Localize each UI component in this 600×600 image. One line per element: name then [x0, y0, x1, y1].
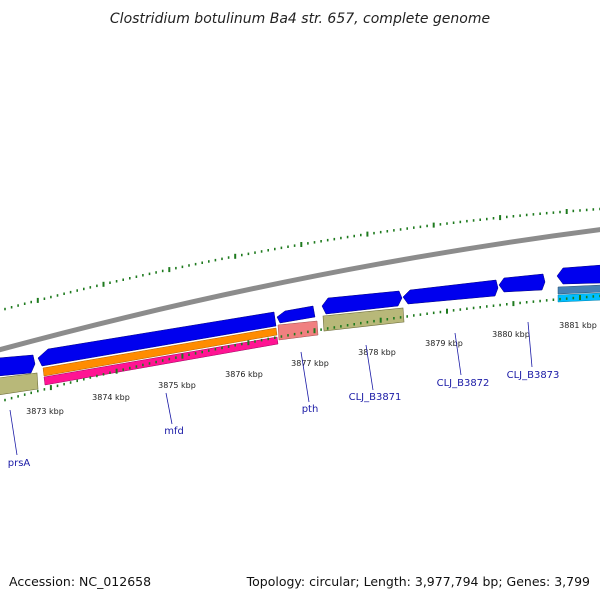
kbp-label: 3877 kbp: [291, 359, 329, 368]
cds-arrow: [37, 311, 277, 367]
leader-line: [9, 409, 18, 456]
salmon-feature: [277, 320, 319, 341]
kbp-label: 3874 kbp: [92, 393, 130, 402]
kbp-label: 3880 kbp: [492, 330, 530, 339]
orange-feature: [42, 327, 278, 377]
gene-label-mfd[interactable]: mfd: [164, 426, 184, 437]
accession-text: Accession: NC_012658: [9, 574, 151, 589]
gene-leader-lines: [9, 321, 533, 456]
leader-line: [454, 332, 462, 376]
leader-line: [300, 351, 310, 403]
cds-arrow: [402, 279, 499, 305]
kbp-label: 3875 kbp: [158, 381, 196, 390]
outer-tick-ring: [4, 207, 600, 311]
gene-label-prsA[interactable]: prsA: [8, 458, 31, 469]
kbp-labels: 3873 kbp 3874 kbp 3875 kbp 3876 kbp 3877…: [26, 321, 597, 416]
forward-cds-track: [0, 264, 600, 377]
gene-label-CLJ_B3873[interactable]: CLJ_B3873: [507, 370, 560, 381]
kbp-label: 3881 kbp: [559, 321, 597, 330]
cds-arrow: [321, 290, 403, 315]
genome-backbone: [0, 227, 600, 353]
steel-feature: [557, 284, 600, 295]
leader-line: [365, 344, 374, 391]
kbp-label: 3876 kbp: [225, 370, 263, 379]
olive-feature: [322, 307, 405, 332]
gene-labels: prsA mfd pth CLJ_B3871 CLJ_B3872 CLJ_B38…: [8, 370, 560, 469]
leader-line: [165, 392, 173, 425]
cds-arrow: [0, 354, 36, 377]
kbp-label: 3873 kbp: [26, 407, 64, 416]
kbp-label: 3879 kbp: [425, 339, 463, 348]
magenta-feature: [43, 336, 279, 386]
leader-line: [527, 321, 533, 368]
genome-summary-text: Topology: circular; Length: 3,977,794 bp…: [246, 574, 590, 589]
gene-label-CLJ_B3872[interactable]: CLJ_B3872: [437, 378, 490, 389]
gene-label-pth[interactable]: pth: [302, 404, 319, 415]
cds-arrow: [556, 264, 600, 285]
genome-title: Clostridium botulinum Ba4 str. 657, comp…: [110, 11, 490, 27]
feature-track: [0, 284, 600, 396]
cds-arrow: [498, 273, 546, 293]
cds-arrow: [276, 305, 316, 324]
olive-feature: [0, 372, 39, 396]
kbp-label: 3878 kbp: [358, 348, 396, 357]
gene-label-CLJ_B3871[interactable]: CLJ_B3871: [349, 392, 402, 403]
inner-tick-ring: [4, 294, 600, 402]
